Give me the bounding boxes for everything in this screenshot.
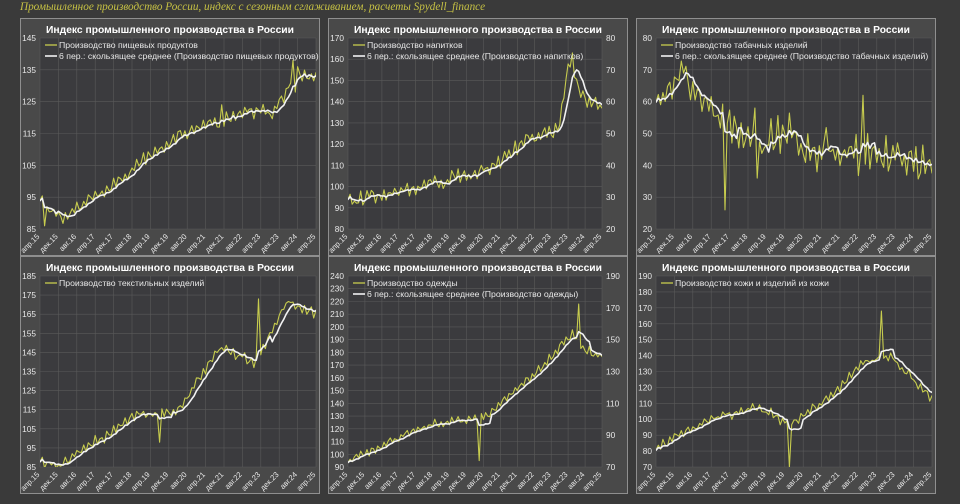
svg-text:100: 100 xyxy=(330,449,344,459)
svg-text:6 пер.: скользящее среднее (Пр: 6 пер.: скользящее среднее (Производство… xyxy=(59,51,319,61)
svg-text:70: 70 xyxy=(643,65,653,75)
svg-text:150: 150 xyxy=(330,75,344,85)
svg-text:180: 180 xyxy=(638,287,652,297)
svg-text:240: 240 xyxy=(330,271,344,281)
svg-text:140: 140 xyxy=(330,398,344,408)
svg-text:Производство одежды: Производство одежды xyxy=(367,278,458,288)
svg-text:140: 140 xyxy=(330,97,344,107)
svg-text:170: 170 xyxy=(330,33,344,43)
svg-text:135: 135 xyxy=(22,65,36,75)
svg-text:120: 120 xyxy=(330,139,344,149)
svg-text:6 пер.: скользящее среднее (Пр: 6 пер.: скользящее среднее (Производство… xyxy=(675,51,928,61)
svg-text:120: 120 xyxy=(638,382,652,392)
svg-text:150: 150 xyxy=(330,386,344,396)
svg-text:125: 125 xyxy=(22,386,36,396)
svg-text:110: 110 xyxy=(639,398,653,408)
svg-text:115: 115 xyxy=(23,405,37,415)
svg-text:165: 165 xyxy=(22,309,36,319)
svg-text:175: 175 xyxy=(22,290,36,300)
svg-text:Индекс промышленного производс: Индекс промышленного производства в Росс… xyxy=(662,25,910,36)
svg-text:Индекс промышленного производс: Индекс промышленного производства в Росс… xyxy=(46,263,294,274)
svg-text:190: 190 xyxy=(638,271,652,281)
svg-text:160: 160 xyxy=(330,373,344,383)
svg-text:50: 50 xyxy=(643,129,653,139)
svg-text:170: 170 xyxy=(638,303,652,313)
svg-text:30: 30 xyxy=(643,192,653,202)
svg-text:155: 155 xyxy=(22,328,36,338)
svg-text:160: 160 xyxy=(638,319,652,329)
svg-text:40: 40 xyxy=(643,160,653,170)
svg-text:30: 30 xyxy=(606,192,616,202)
svg-text:140: 140 xyxy=(638,351,652,361)
svg-text:220: 220 xyxy=(330,297,344,307)
svg-text:145: 145 xyxy=(22,33,36,43)
svg-text:130: 130 xyxy=(330,118,344,128)
svg-text:120: 120 xyxy=(330,424,344,434)
svg-text:150: 150 xyxy=(606,335,620,345)
svg-text:Индекс промышленного производс: Индекс промышленного производства в Росс… xyxy=(662,263,910,274)
svg-text:160: 160 xyxy=(330,54,344,64)
svg-text:190: 190 xyxy=(606,271,620,281)
svg-text:130: 130 xyxy=(606,367,620,377)
svg-text:90: 90 xyxy=(606,430,616,440)
svg-text:200: 200 xyxy=(330,322,344,332)
svg-text:40: 40 xyxy=(606,160,616,170)
svg-text:Индекс промышленного производс: Индекс промышленного производства в Росс… xyxy=(354,263,602,274)
svg-text:Производство табачных изделий: Производство табачных изделий xyxy=(675,40,808,50)
svg-text:6 пер.: скользящее среднее (Пр: 6 пер.: скользящее среднее (Производство… xyxy=(367,51,583,61)
svg-text:60: 60 xyxy=(606,97,616,107)
svg-text:185: 185 xyxy=(22,271,36,281)
svg-text:6 пер.: скользящее среднее (Пр: 6 пер.: скользящее среднее (Производство… xyxy=(367,289,578,299)
svg-text:Производство кожи и изделий из: Производство кожи и изделий из кожи xyxy=(675,278,829,288)
svg-text:100: 100 xyxy=(638,414,652,424)
svg-text:110: 110 xyxy=(331,437,345,447)
svg-text:135: 135 xyxy=(22,367,36,377)
svg-text:230: 230 xyxy=(330,284,344,294)
svg-text:210: 210 xyxy=(330,309,344,319)
svg-text:Производство напитков: Производство напитков xyxy=(367,40,463,50)
svg-text:180: 180 xyxy=(330,347,344,357)
svg-text:130: 130 xyxy=(638,367,652,377)
svg-text:70: 70 xyxy=(606,462,616,472)
svg-text:145: 145 xyxy=(22,347,36,357)
svg-text:95: 95 xyxy=(27,192,37,202)
svg-text:Производство текстильных издел: Производство текстильных изделий xyxy=(59,278,204,288)
svg-text:105: 105 xyxy=(22,160,36,170)
svg-text:70: 70 xyxy=(606,65,616,75)
svg-text:170: 170 xyxy=(330,360,344,370)
svg-text:Производство пищевых продуктов: Производство пищевых продуктов xyxy=(59,40,198,50)
svg-text:90: 90 xyxy=(643,430,653,440)
svg-text:80: 80 xyxy=(606,33,616,43)
svg-text:50: 50 xyxy=(606,129,616,139)
svg-text:80: 80 xyxy=(643,446,653,456)
svg-text:125: 125 xyxy=(22,97,36,107)
svg-text:130: 130 xyxy=(330,411,344,421)
svg-text:190: 190 xyxy=(330,335,344,345)
svg-text:100: 100 xyxy=(330,182,344,192)
svg-text:110: 110 xyxy=(606,398,620,408)
svg-text:95: 95 xyxy=(27,443,37,453)
svg-text:115: 115 xyxy=(23,129,37,139)
svg-text:110: 110 xyxy=(331,160,345,170)
svg-text:Индекс промышленного производс: Индекс промышленного производства в Росс… xyxy=(46,25,294,36)
svg-text:150: 150 xyxy=(638,335,652,345)
svg-text:80: 80 xyxy=(643,33,653,43)
svg-text:90: 90 xyxy=(335,203,345,213)
svg-text:60: 60 xyxy=(643,97,653,107)
svg-text:170: 170 xyxy=(606,303,620,313)
svg-text:105: 105 xyxy=(22,424,36,434)
svg-text:20: 20 xyxy=(606,224,616,234)
svg-text:Индекс промышленного производс: Индекс промышленного производства в Росс… xyxy=(354,25,602,36)
